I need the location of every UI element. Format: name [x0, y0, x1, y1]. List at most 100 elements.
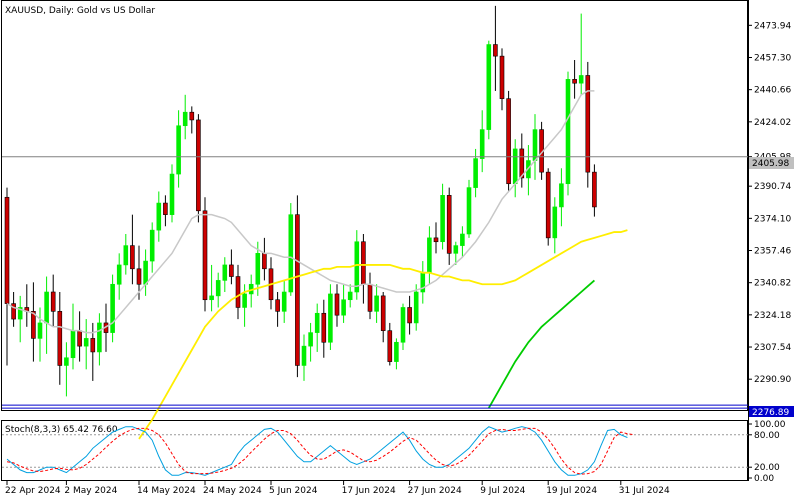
time-tick-label: 19 Jul 2024 [546, 486, 597, 496]
time-tick-label: 17 Jun 2024 [342, 486, 396, 496]
stoch-tick-label: 0.00 [754, 474, 774, 484]
price-tick-label: 2473.94 [754, 21, 791, 31]
candle-body [559, 183, 564, 208]
price-tick-label: 2324.18 [754, 311, 791, 321]
candle-body [37, 322, 43, 339]
stoch-signal-line [6, 427, 635, 475]
candle-body [407, 307, 412, 324]
candle-body [453, 245, 459, 254]
candle-body [176, 125, 181, 175]
price-tick-label: 2440.66 [754, 86, 791, 96]
candle-body [354, 241, 360, 293]
stoch-tick-label: 80.00 [754, 431, 780, 441]
candle-body [446, 195, 452, 254]
stoch-tick-label: 20.00 [754, 463, 780, 473]
candle-body [374, 295, 379, 312]
candle-body [387, 330, 393, 362]
candle-body [163, 202, 168, 215]
candle-body [565, 79, 571, 185]
candle-body [156, 202, 162, 231]
candle-body [460, 233, 465, 246]
main-panel-frame [1, 0, 748, 411]
candle-body [347, 291, 353, 301]
candle-body [44, 291, 49, 324]
candle-body [149, 229, 155, 262]
candle-body [31, 311, 36, 339]
candle-body [486, 44, 492, 130]
candle-body [466, 187, 472, 235]
candle-body [77, 330, 82, 347]
candle-body [295, 214, 300, 366]
candle-body [57, 311, 63, 366]
candle-body [281, 291, 287, 312]
stoch-main-line [6, 426, 628, 476]
candle-body [189, 111, 195, 121]
time-tick-label: 31 Jul 2024 [619, 486, 670, 496]
candle-body [209, 295, 214, 301]
candle-body [413, 291, 419, 324]
support-price-tag [749, 406, 794, 417]
candle-body [433, 237, 439, 243]
candle-body [394, 341, 399, 362]
moving-averages [6, 90, 628, 440]
candle-body [130, 245, 135, 270]
candle-body [592, 171, 597, 208]
candle-body [572, 79, 577, 84]
candle-body [255, 253, 261, 285]
price-tick-label: 2307.54 [754, 343, 791, 353]
candle-body [493, 44, 498, 57]
candle-body [545, 171, 551, 239]
time-tick-label: 2 May 2024 [64, 486, 117, 496]
stochastic-oscillator [2, 426, 748, 476]
stoch-label: Stoch(8,3,3) 65.42 76.60 [5, 425, 118, 435]
current-price-label: 2405.98 [752, 159, 789, 169]
candle-body [532, 129, 538, 161]
candle-body [585, 75, 591, 173]
candle-body [169, 173, 175, 215]
time-tick-label: 14 May 2024 [137, 486, 196, 496]
ma-mid-line [138, 229, 628, 440]
candle-body [202, 210, 208, 301]
time-tick-label: 9 Jul 2024 [480, 486, 525, 496]
candle-body [182, 111, 188, 127]
candle-body [235, 276, 241, 308]
time-tick-label: 22 Apr 2024 [5, 486, 61, 496]
candle-body [288, 214, 294, 293]
candle-body [196, 119, 201, 212]
candle-body [136, 268, 142, 285]
candle-body [473, 158, 478, 188]
stoch-panel-frame [1, 420, 748, 481]
ma-fast-line [6, 90, 595, 334]
candle-body [328, 293, 333, 343]
candle-body [321, 312, 327, 343]
candle-body [440, 195, 445, 243]
candle-body [380, 295, 386, 331]
candle-body [83, 338, 89, 347]
candle-body [479, 129, 485, 159]
candle-body [70, 330, 76, 359]
price-tick-label: 2357.46 [754, 247, 791, 257]
candle-body [64, 357, 69, 366]
candle-body [215, 280, 221, 297]
chart-title: XAUUSD, Daily: Gold vs US Dollar [5, 6, 155, 16]
candle-body [314, 312, 320, 333]
candle-body [427, 237, 432, 273]
price-tick-label: 2340.82 [754, 279, 791, 289]
candle-body [143, 260, 148, 285]
time-tick-label: 27 Jun 2024 [408, 486, 462, 496]
candle-body [506, 98, 511, 185]
price-tick-label: 2390.74 [754, 182, 791, 192]
candle-body [578, 75, 584, 84]
candle-body [11, 303, 16, 320]
candle-body [301, 345, 307, 366]
time-tick-label: 5 Jun 2024 [269, 486, 318, 496]
price-axis: 2473.94 2457.30 2440.66 2424.02 2405.98 2390.… [748, 21, 791, 385]
stoch-tick-label: 100.00 [754, 420, 786, 430]
candle-body [123, 245, 129, 266]
price-tick-label: 2290.90 [754, 375, 791, 385]
price-tick-label: 2374.10 [754, 214, 791, 224]
candle-body [334, 293, 340, 316]
support-price-label: 2276.89 [752, 408, 789, 418]
